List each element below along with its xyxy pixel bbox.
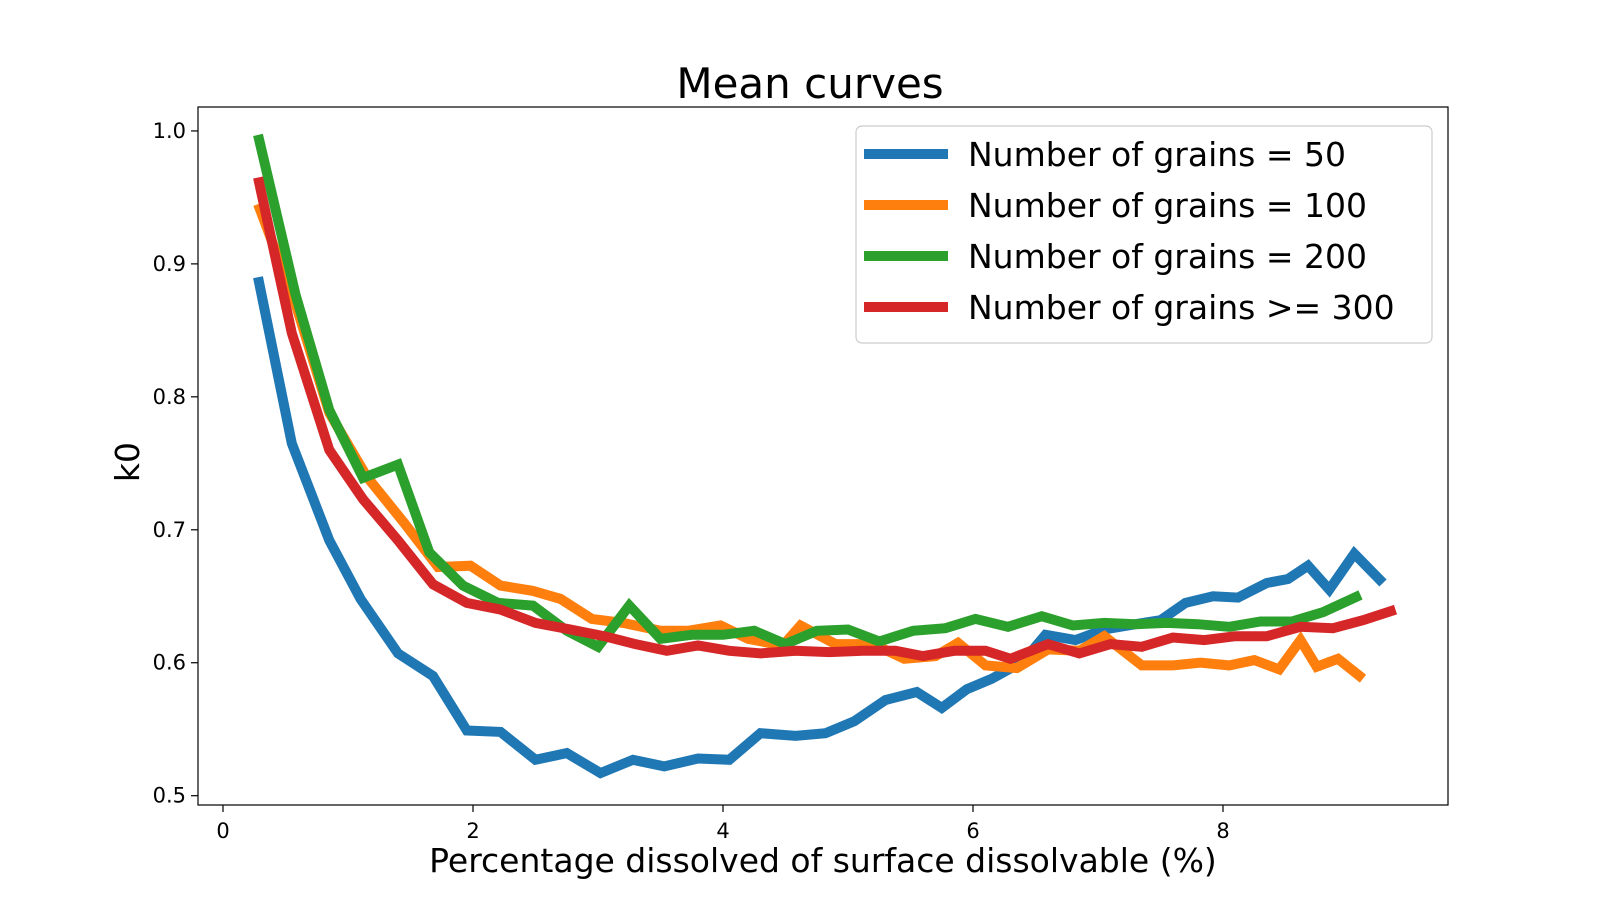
legend-box — [855, 125, 1433, 344]
y-tick-label: 0.5 — [153, 784, 186, 808]
legend-label-2: Number of grains = 200 — [968, 237, 1367, 276]
y-axis-label: k0 — [108, 442, 147, 482]
legend-label-1: Number of grains = 100 — [968, 186, 1367, 225]
x-tick-label: 6 — [966, 819, 979, 843]
legend-label-0: Number of grains = 50 — [968, 135, 1346, 174]
x-tick-label: 2 — [466, 819, 479, 843]
legend: Number of grains = 50 Number of grains = … — [855, 125, 1433, 344]
y-tick-label: 0.7 — [153, 518, 186, 542]
series-line-1 — [253, 202, 1367, 683]
y-tick-label: 1.0 — [153, 119, 186, 143]
y-tick-label: 0.8 — [153, 385, 186, 409]
series-line-2 — [253, 133, 1363, 654]
x-tick-label: 0 — [216, 819, 229, 843]
series-line-0 — [253, 276, 1387, 779]
y-tick-label: 0.6 — [153, 651, 186, 675]
series-layer — [253, 133, 1398, 779]
series-line-3 — [253, 176, 1398, 665]
x-axis-label: Percentage dissolved of surface dissolva… — [429, 841, 1217, 880]
y-axis-ticks: 0.5 0.6 0.7 0.8 0.9 1.0 — [153, 119, 198, 808]
chart-title: Mean curves — [676, 59, 943, 108]
x-tick-label: 4 — [716, 819, 729, 843]
y-tick-label: 0.9 — [153, 252, 186, 276]
legend-label-3: Number of grains >= 300 — [968, 288, 1395, 327]
plot-area-frame — [197, 106, 1449, 806]
legend-items: Number of grains = 50 Number of grains = … — [864, 135, 1395, 327]
x-axis-ticks: 0 2 4 6 8 — [216, 805, 1230, 843]
x-tick-label: 8 — [1216, 819, 1229, 843]
